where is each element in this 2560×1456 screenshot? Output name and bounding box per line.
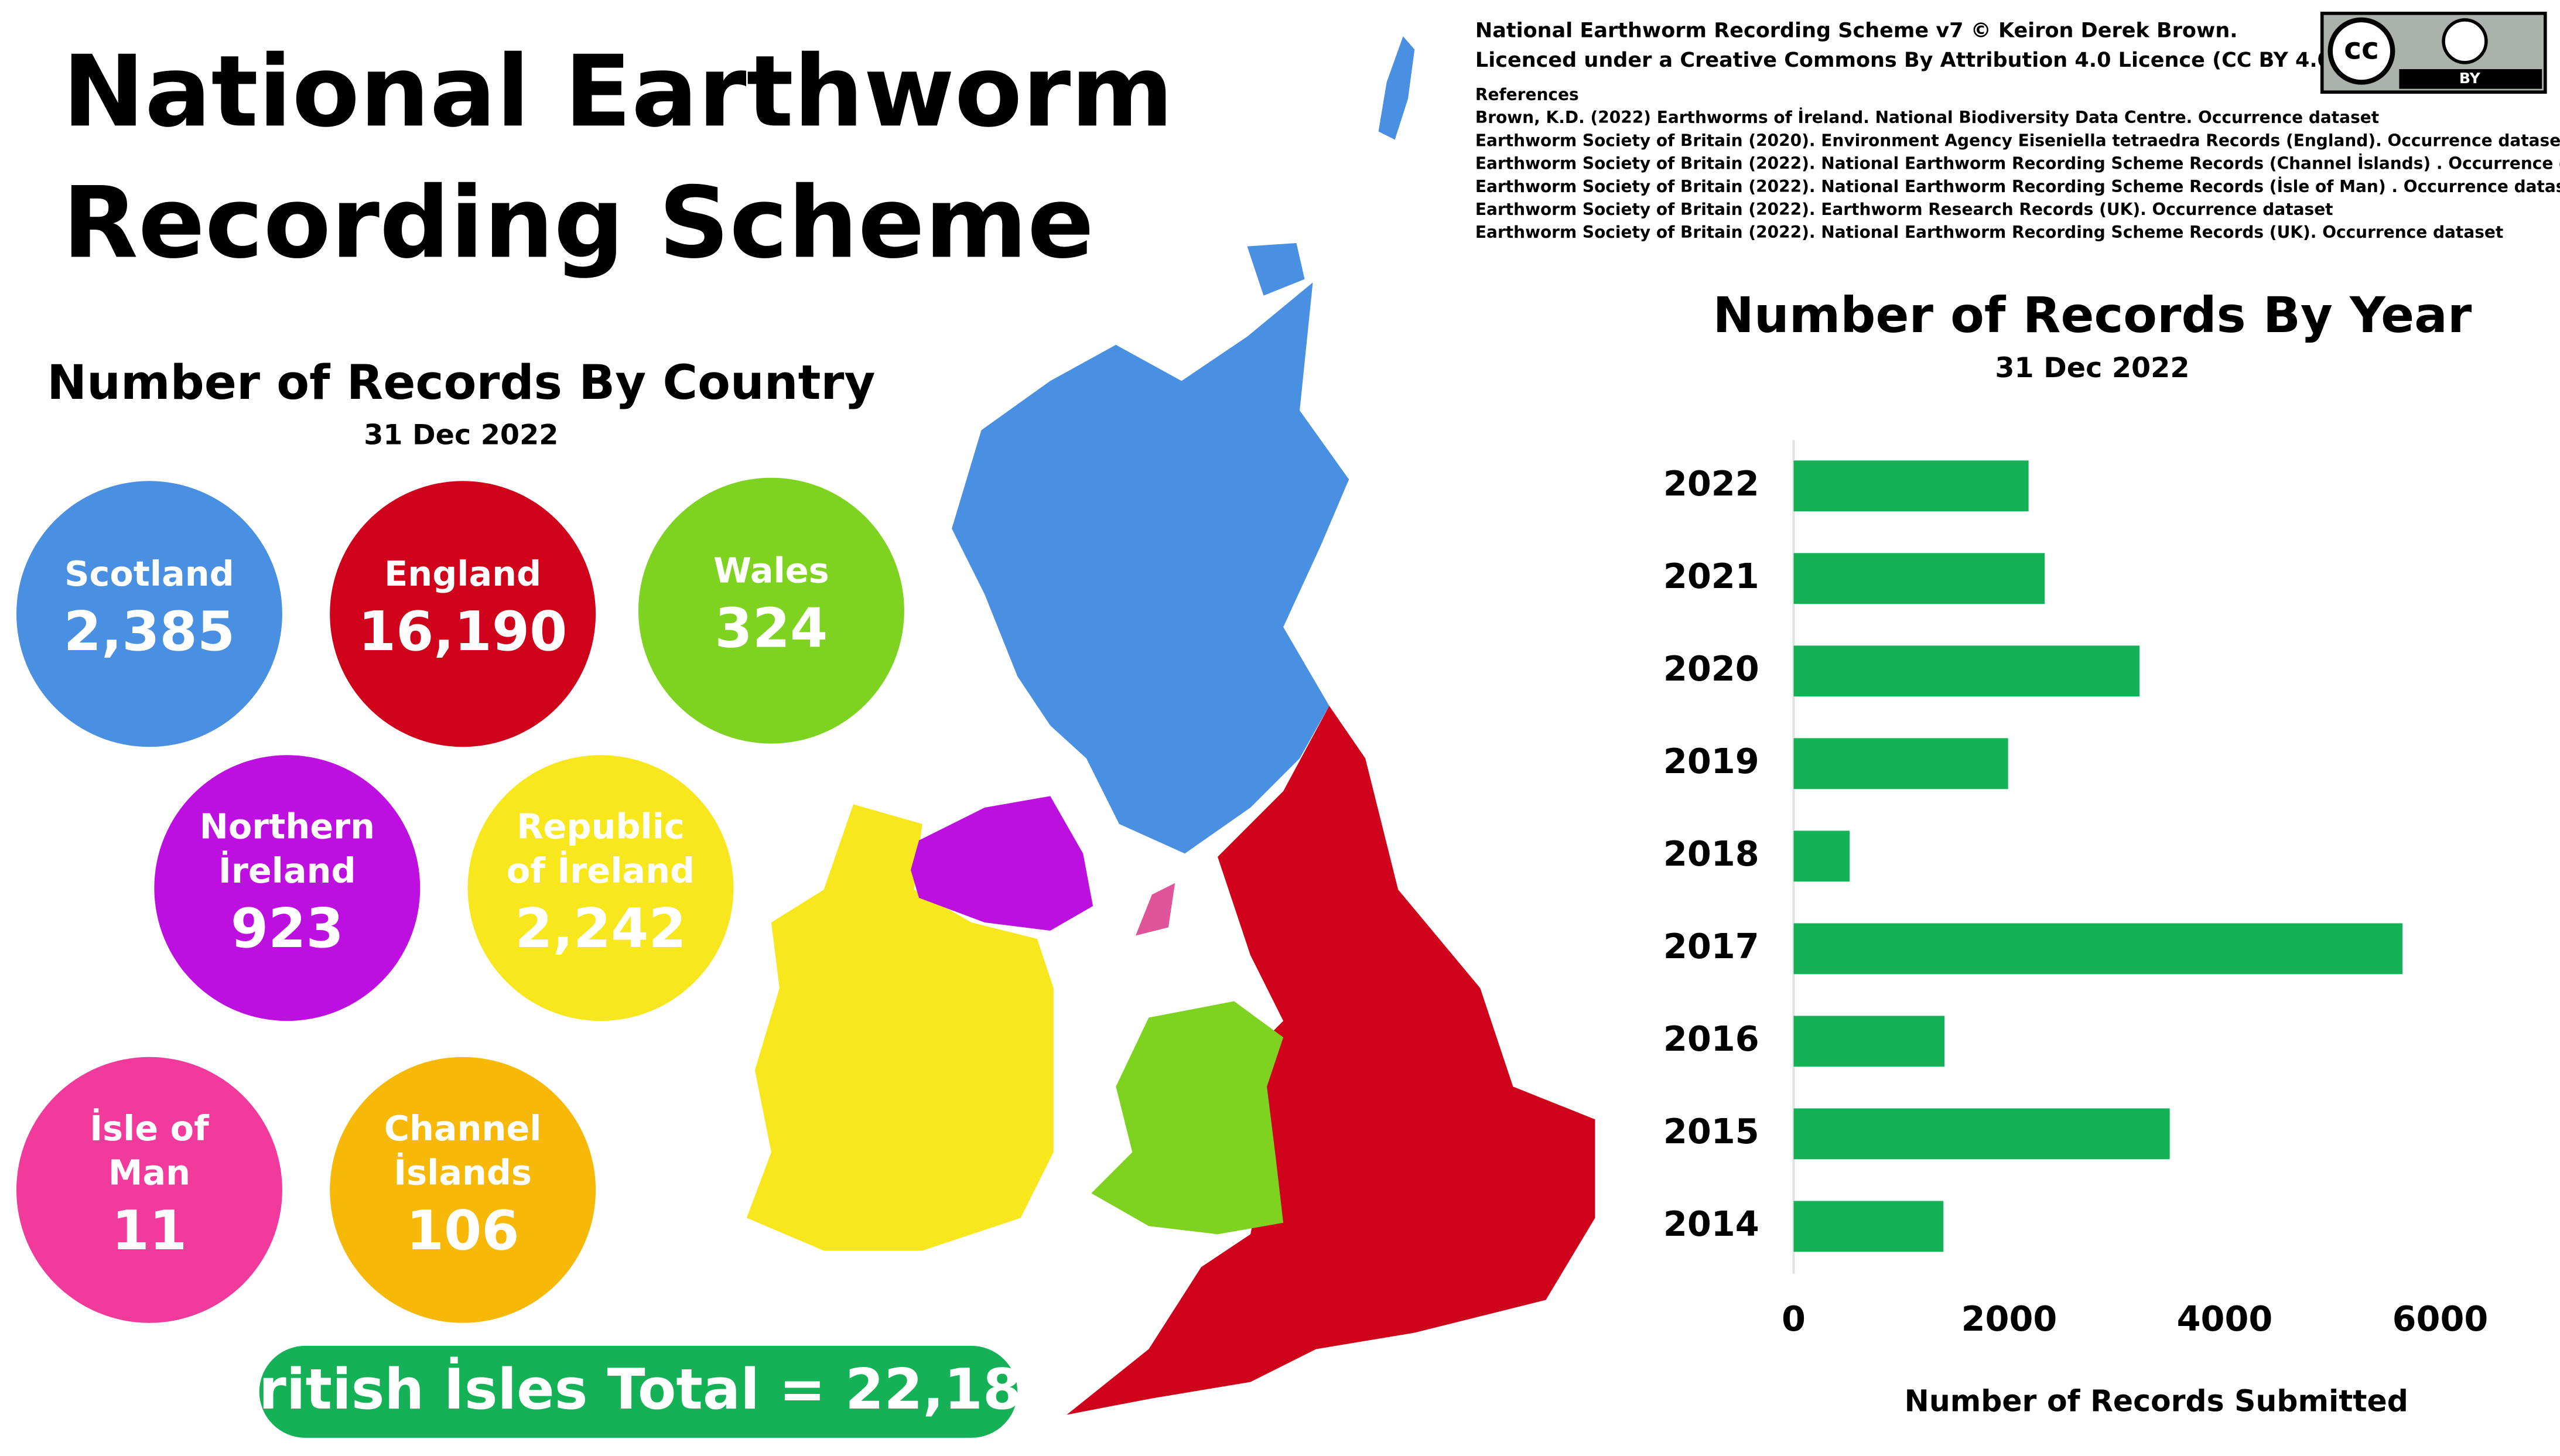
license-badge: cc BY: [2320, 11, 2547, 94]
title-line: Recording Scheme: [62, 166, 1094, 281]
country-circle: [467, 755, 734, 1021]
reference: Earthworm Society of Britain (2022). Ear…: [1475, 200, 2333, 219]
reference: Earthworm Society of Britain (2020). Env…: [1475, 131, 2560, 150]
x-tick-label: 2000: [1961, 1298, 2057, 1339]
bar: [1793, 923, 2403, 975]
map-northern-ireland: [911, 796, 1093, 931]
references-heading: References: [1475, 85, 1579, 104]
map-orkney: [1247, 243, 1305, 296]
country-name: of İreland: [507, 850, 695, 891]
country-value: 11: [112, 1199, 187, 1262]
map-scotland: [952, 282, 1349, 854]
country-name: Man: [108, 1153, 190, 1193]
attribution-line: National Earthworm Recording Scheme v7 ©…: [1475, 19, 2238, 43]
reference: Earthworm Society of Britain (2022). Nat…: [1475, 223, 2503, 242]
country-circle: [16, 481, 282, 747]
y-tick-label: 2016: [1663, 1018, 1759, 1059]
country-circle: [154, 755, 421, 1021]
country-circle: [330, 1057, 596, 1323]
chart-subtitle: 31 Dec 2022: [1995, 352, 2189, 384]
bar: [1793, 738, 2008, 789]
bar: [1793, 830, 1850, 882]
country-circle: [638, 477, 904, 744]
map-shetland: [1378, 36, 1415, 140]
map: [746, 36, 1595, 1415]
y-tick-label: 2014: [1663, 1204, 1759, 1244]
y-tick-label: 2021: [1663, 556, 1759, 596]
badge-strip: [2399, 69, 2542, 89]
y-tick-label: 2022: [1663, 463, 1759, 504]
countries-date: 31 Dec 2022: [364, 419, 558, 452]
y-tick-label: 2015: [1663, 1111, 1759, 1151]
bar: [1793, 1108, 2170, 1160]
x-tick-label: 4000: [2177, 1298, 2273, 1339]
country-name: Wales: [713, 550, 829, 590]
reference: Earthworm Society of Britain (2022). Nat…: [1475, 153, 2560, 173]
countries-title: Number of Records By Country: [47, 356, 875, 411]
map-ireland: [746, 804, 1054, 1251]
country-name: İsle of: [90, 1108, 210, 1149]
badge-by: BY: [2459, 70, 2481, 87]
badge-by-icon: [2442, 18, 2488, 64]
country-name: İslands: [394, 1153, 532, 1193]
badge-cc: cc: [2344, 32, 2379, 66]
map-wales: [1091, 1001, 1284, 1235]
country-value: 106: [406, 1199, 519, 1262]
country-name: Scotland: [64, 553, 234, 594]
country-name: Channel: [384, 1108, 542, 1149]
badge-cc-circle: [2327, 17, 2395, 85]
country-name: England: [384, 553, 541, 594]
bar: [1793, 1016, 1945, 1067]
reference: Brown, K.D. (2022) Earthworms of İreland…: [1475, 107, 2379, 127]
y-tick-label: 2017: [1663, 926, 1759, 966]
country-name: Northern: [200, 806, 375, 846]
country-value: 923: [231, 897, 344, 960]
bar: [1793, 1201, 1944, 1252]
y-tick-label: 2019: [1663, 741, 1759, 781]
country-value: 2,385: [64, 600, 235, 663]
attribution-line: Licenced under a Creative Commons By Att…: [1475, 48, 2341, 72]
chart-title: Number of Records By Year: [1713, 286, 2472, 344]
country-circle: [330, 481, 596, 747]
country-value: 324: [715, 596, 828, 659]
country-name: Republic: [517, 806, 685, 846]
total-pill: [259, 1345, 1018, 1438]
country-value: 2,242: [515, 897, 686, 960]
reference: Earthworm Society of Britain (2022). Nat…: [1475, 176, 2560, 196]
x-axis-label: Number of Records Submitted: [1905, 1383, 2408, 1418]
bar: [1793, 460, 2029, 512]
bar: [1793, 645, 2140, 697]
map-isle-of-man: [1135, 883, 1175, 936]
country-value: 16,190: [358, 600, 568, 663]
map-england: [1067, 706, 1595, 1415]
x-tick-label: 0: [1782, 1298, 1806, 1339]
y-tick-label: 2018: [1663, 833, 1759, 874]
y-tick-label: 2020: [1663, 648, 1759, 689]
title-line: National Earthworm: [62, 34, 1173, 149]
x-tick-label: 6000: [2392, 1298, 2489, 1339]
country-name: İreland: [218, 850, 356, 891]
bar: [1793, 553, 2045, 604]
country-circle: [16, 1057, 282, 1323]
total: British İsles Total = 22,181: [216, 1357, 1060, 1422]
